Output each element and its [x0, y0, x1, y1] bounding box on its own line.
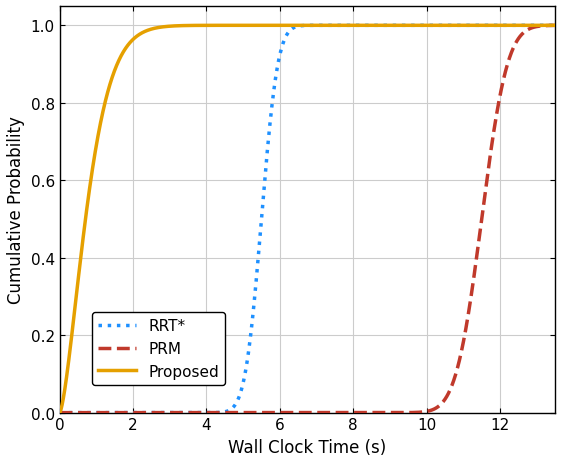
Proposed: [284, 24, 291, 29]
PRM: [297, 410, 304, 415]
PRM: [537, 24, 544, 30]
Proposed: [56, 410, 63, 415]
Proposed: [426, 24, 433, 29]
RRT*: [447, 24, 454, 29]
PRM: [284, 410, 291, 415]
RRT*: [552, 24, 559, 29]
X-axis label: Wall Clock Time (s): Wall Clock Time (s): [228, 438, 387, 456]
PRM: [56, 410, 63, 415]
RRT*: [538, 24, 545, 29]
Proposed: [81, 221, 88, 227]
Proposed: [447, 24, 454, 29]
RRT*: [56, 410, 63, 415]
Line: RRT*: RRT*: [60, 26, 555, 413]
RRT*: [81, 410, 88, 415]
RRT*: [365, 24, 371, 29]
PRM: [446, 388, 453, 394]
RRT*: [297, 24, 304, 30]
Line: Proposed: Proposed: [60, 26, 555, 413]
PRM: [537, 24, 544, 30]
Proposed: [538, 24, 545, 29]
Proposed: [537, 24, 544, 29]
Proposed: [552, 24, 559, 29]
RRT*: [284, 32, 291, 38]
Line: PRM: PRM: [60, 26, 555, 413]
PRM: [81, 410, 88, 415]
RRT*: [537, 24, 544, 29]
Y-axis label: Cumulative Probability: Cumulative Probability: [7, 116, 25, 304]
Proposed: [297, 24, 304, 29]
Legend: RRT*, PRM, Proposed: RRT*, PRM, Proposed: [92, 313, 225, 385]
PRM: [552, 24, 559, 29]
